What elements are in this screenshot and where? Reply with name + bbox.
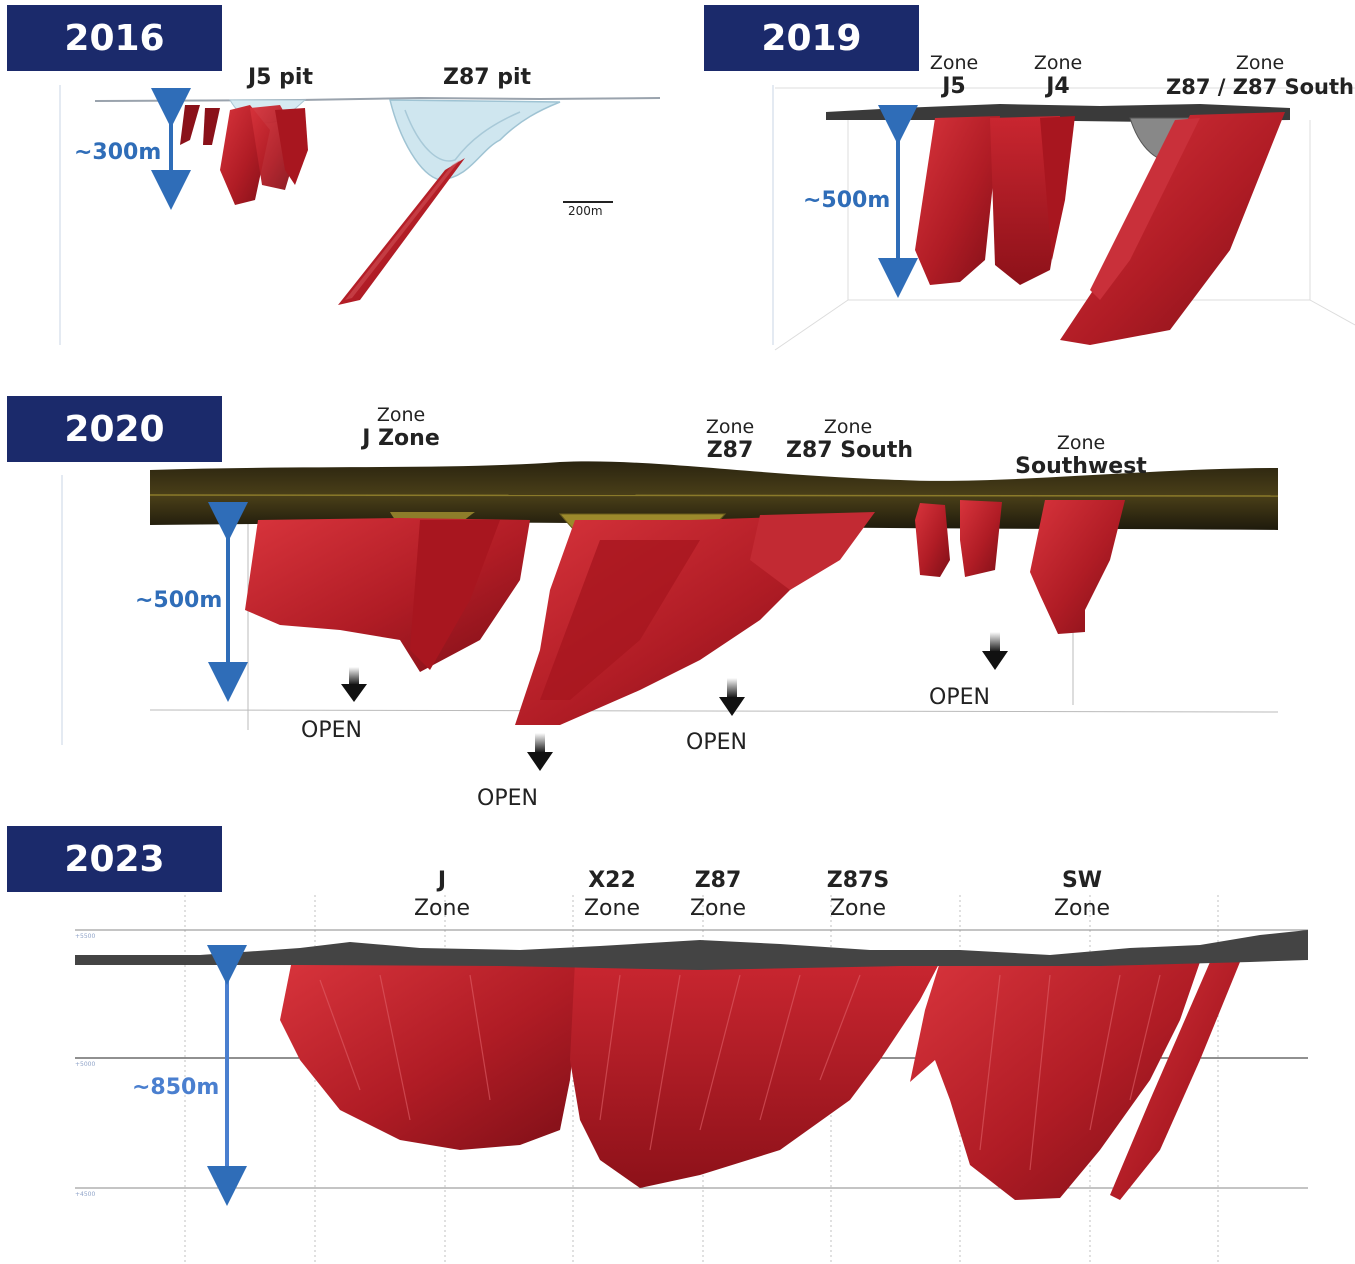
zone-name: Z87S — [826, 868, 890, 893]
panel-2023-graphics — [75, 895, 1308, 1262]
open-arrow-icon-3 — [719, 678, 745, 716]
depth-label-2019: ~500m — [803, 188, 891, 213]
zone-name: J4 — [1046, 74, 1070, 99]
elevation-label-4500: +4500 — [75, 1191, 96, 1198]
open-arrow-icon-1 — [341, 667, 367, 702]
zone-prefix: Zone — [1033, 52, 1083, 74]
zone-label-j4: Zone J4 — [1030, 52, 1086, 100]
zone-prefix: Zone — [376, 404, 426, 426]
panel-2016-graphics — [59, 85, 661, 345]
zone-suffix: Zone — [413, 896, 470, 921]
zone-prefix: Zone — [929, 52, 979, 74]
panel-2020-graphics — [61, 461, 1279, 771]
zone-prefix: Zone — [1235, 52, 1285, 74]
zone-label-z87: Zone Z87 — [700, 416, 760, 464]
open-arrow-icon-4 — [982, 632, 1008, 670]
zone-name: Southwest — [1015, 454, 1147, 479]
elevation-label-5500: +5500 — [75, 933, 96, 940]
zone-name: J — [437, 868, 447, 893]
zone-name: X22 — [588, 868, 636, 893]
zone-name: SW — [1061, 868, 1103, 893]
year-badge-2023: 2023 — [7, 826, 222, 892]
j5-pit-label: J5 pit — [248, 65, 313, 90]
zone-name: Z87 — [706, 438, 754, 463]
zone-name: Z87 South — [786, 438, 914, 463]
zone-label-z87: Zone Z87 / Z87 South — [1165, 52, 1355, 100]
z87-pit-label: Z87 pit — [443, 65, 532, 90]
zone-label-z87s: Z87S Zone — [816, 868, 900, 924]
zone-suffix: Zone — [583, 896, 640, 921]
elevation-label-5000: +5000 — [75, 1061, 96, 1068]
open-arrow-icon-2 — [527, 733, 553, 771]
zone-name: J Zone — [362, 426, 440, 451]
zone-name: J5 — [942, 74, 966, 99]
zone-label-sw: SW Zone — [1040, 868, 1124, 924]
zone-suffix: Zone — [689, 896, 746, 921]
scale-bar-label: 200m — [568, 204, 603, 218]
zone-prefix: Zone — [1056, 432, 1106, 454]
year-2023-text: 2023 — [64, 838, 165, 880]
year-badge-2016: 2016 — [7, 5, 222, 71]
zone-label-z87: Z87 Zone — [676, 868, 760, 924]
zone-name: Z87 / Z87 South — [1166, 75, 1354, 99]
zone-suffix: Zone — [1053, 896, 1110, 921]
open-label-3: OPEN — [686, 730, 747, 755]
year-2020-text: 2020 — [64, 408, 165, 450]
zone-label-z87-south: Zone Z87 South — [786, 416, 914, 464]
panel-2019-graphics — [772, 85, 1355, 351]
zone-label-j: J Zone — [400, 868, 484, 924]
open-label-1: OPEN — [301, 718, 362, 743]
depth-label-2023: ~850m — [132, 1075, 220, 1100]
year-2016-text: 2016 — [64, 17, 165, 59]
year-badge-2019: 2019 — [704, 5, 919, 71]
zone-prefix: Zone — [823, 416, 873, 438]
open-label-2: OPEN — [477, 786, 538, 811]
depth-label-2016: ~300m — [74, 140, 162, 165]
depth-label-2020: ~500m — [135, 588, 223, 613]
zone-suffix: Zone — [829, 896, 886, 921]
zone-prefix: Zone — [705, 416, 755, 438]
year-badge-2020: 2020 — [7, 396, 222, 462]
open-label-4: OPEN — [929, 685, 990, 710]
zone-name: Z87 — [694, 868, 742, 893]
zone-label-southwest: Zone Southwest — [1015, 432, 1147, 480]
year-2019-text: 2019 — [761, 17, 862, 59]
zone-label-j5: Zone J5 — [926, 52, 982, 100]
zone-label-x22: X22 Zone — [570, 868, 654, 924]
zone-label-j-zone: Zone J Zone — [346, 404, 456, 452]
